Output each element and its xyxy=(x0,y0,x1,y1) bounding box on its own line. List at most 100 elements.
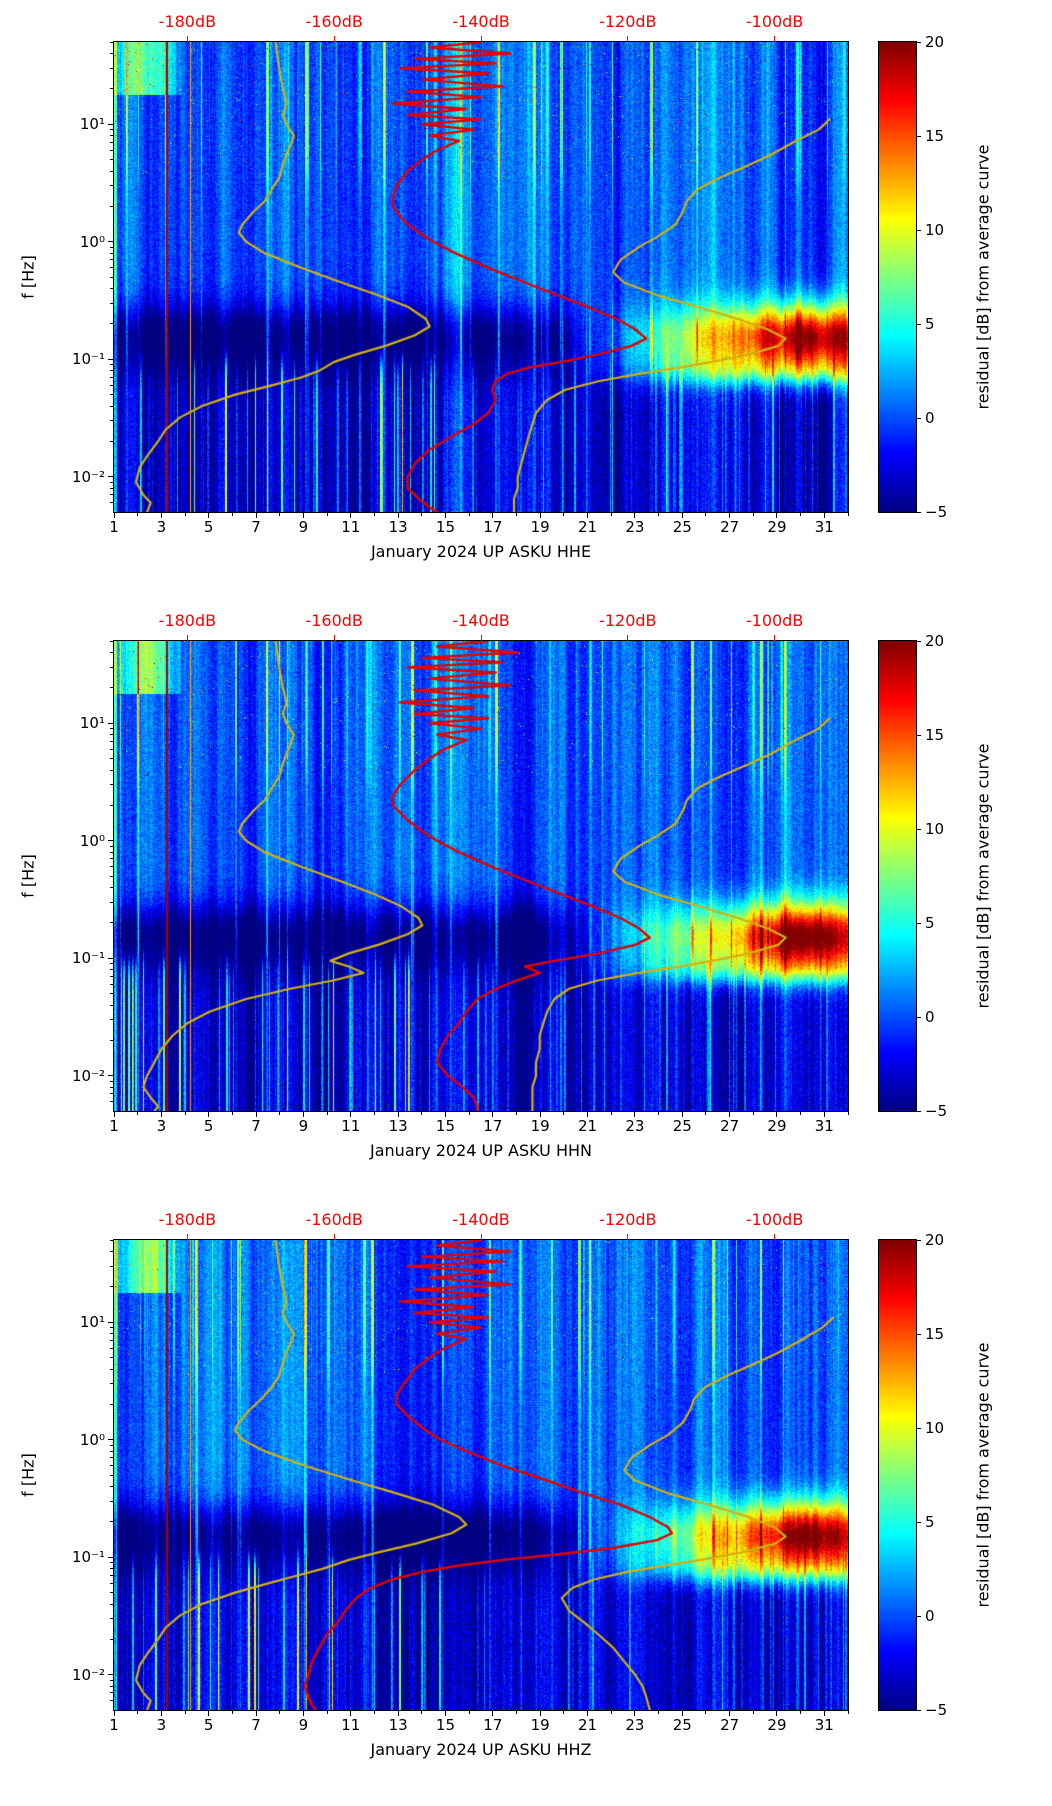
y-minor-tick-mark xyxy=(110,866,114,868)
colorbar-tick-mark xyxy=(916,734,921,736)
y-minor-tick-mark xyxy=(110,259,114,261)
colorbar-tick-label: −5 xyxy=(925,1700,948,1719)
y-minor-tick-mark xyxy=(110,1327,114,1329)
y-minor-tick-mark xyxy=(110,901,114,903)
y-tick-label: 10⁰ xyxy=(79,1430,105,1449)
y-minor-tick-mark xyxy=(110,494,114,496)
x-tick-label: 21 xyxy=(578,1716,598,1734)
y-tick-label: 10⁻¹ xyxy=(71,1548,105,1566)
y-minor-tick-mark xyxy=(110,1592,114,1594)
y-minor-tick-mark xyxy=(110,420,114,422)
x-minor-tick-mark xyxy=(326,512,328,516)
x-tick-label: 15 xyxy=(435,1716,456,1734)
x-tick-mark xyxy=(444,512,446,518)
y-minor-tick-mark xyxy=(110,302,114,304)
colorbar-frame xyxy=(878,41,917,513)
x-tick-mark xyxy=(492,1111,494,1117)
x-minor-tick-mark xyxy=(373,1710,375,1714)
x-tick-label: 31 xyxy=(814,518,834,536)
x-tick-mark xyxy=(492,512,494,518)
colorbar-frame xyxy=(878,1239,917,1711)
y-tick-label: 10⁻¹ xyxy=(71,949,105,967)
x-tick-label: 5 xyxy=(203,1117,214,1135)
x-tick-mark xyxy=(634,1111,636,1117)
top-db-label: -100dB xyxy=(745,1210,804,1229)
x-minor-tick-mark xyxy=(610,1710,612,1714)
x-tick-mark xyxy=(208,1710,210,1716)
y-minor-tick-mark xyxy=(110,969,114,971)
x-tick-mark xyxy=(823,1111,825,1117)
y-minor-tick-mark xyxy=(110,975,114,977)
y-tick-mark xyxy=(108,840,114,842)
colorbar-tick-label: 15 xyxy=(925,1324,945,1343)
y-minor-tick-mark xyxy=(110,1004,114,1006)
x-tick-label: 29 xyxy=(767,1117,787,1135)
top-db-tick-mark xyxy=(186,36,188,42)
y-minor-tick-mark xyxy=(110,1286,114,1288)
top-db-label: -180dB xyxy=(158,611,217,630)
y-minor-tick-mark xyxy=(110,740,114,742)
x-tick-label: 23 xyxy=(625,1716,645,1734)
top-db-tick-mark xyxy=(186,635,188,641)
x-minor-tick-mark xyxy=(184,1111,186,1115)
x-tick-mark xyxy=(302,512,304,518)
colorbar-tick-mark xyxy=(916,135,921,137)
y-minor-tick-mark xyxy=(110,1465,114,1467)
x-tick-mark xyxy=(397,1111,399,1117)
y-minor-tick-mark xyxy=(110,1080,114,1082)
colorbar-tick-label: 5 xyxy=(925,913,935,932)
x-tick-mark xyxy=(444,1111,446,1117)
colorbar-tick-mark xyxy=(916,1521,921,1523)
x-tick-label: 27 xyxy=(720,1716,740,1734)
y-minor-tick-mark xyxy=(110,769,114,771)
spectrogram-panel-hhe: f [Hz] residual [dB] from average curve … xyxy=(0,0,1052,599)
colorbar-tick-label: 20 xyxy=(925,32,945,51)
x-tick-label: 17 xyxy=(483,1716,503,1734)
colorbar-tick-mark xyxy=(916,922,921,924)
y-minor-tick-mark xyxy=(110,440,114,442)
x-tick-mark xyxy=(539,512,541,518)
x-minor-tick-mark xyxy=(658,1710,660,1714)
y-minor-tick-mark xyxy=(110,1474,114,1476)
top-db-label: -100dB xyxy=(745,12,804,31)
y-minor-tick-mark xyxy=(110,370,114,372)
y-minor-tick-mark xyxy=(110,1618,114,1620)
top-db-label: -120dB xyxy=(599,12,657,31)
colorbar-tick-mark xyxy=(916,640,921,642)
x-minor-tick-mark xyxy=(184,512,186,516)
colorbar-tick-label: 10 xyxy=(925,220,945,239)
x-tick-label: 7 xyxy=(251,518,261,536)
x-tick-mark xyxy=(160,512,162,518)
x-tick-mark xyxy=(350,1111,352,1117)
x-tick-label: 27 xyxy=(720,1117,740,1135)
y-minor-tick-mark xyxy=(110,734,114,736)
y-tick-mark xyxy=(108,1075,114,1077)
x-minor-tick-mark xyxy=(800,1710,802,1714)
y-minor-tick-mark xyxy=(110,159,114,161)
x-minor-tick-mark xyxy=(279,512,281,516)
top-db-tick-mark xyxy=(774,1234,776,1240)
x-tick-mark xyxy=(634,512,636,518)
colorbar-label: residual [dB] from average curve xyxy=(973,743,993,1009)
spectrogram-canvas xyxy=(114,641,848,1111)
x-tick-label: 19 xyxy=(530,518,550,536)
colorbar-label: residual [dB] from average curve xyxy=(973,144,993,410)
y-minor-tick-mark xyxy=(110,1239,114,1241)
x-tick-mark xyxy=(208,1111,210,1117)
x-minor-tick-mark xyxy=(800,1111,802,1115)
y-minor-tick-mark xyxy=(110,1333,114,1335)
x-tick-label: 29 xyxy=(767,1716,787,1734)
x-tick-mark xyxy=(160,1111,162,1117)
colorbar-tick-label: 5 xyxy=(925,1512,935,1531)
colorbar-tick-label: 15 xyxy=(925,126,945,145)
y-minor-tick-mark xyxy=(110,1383,114,1385)
top-db-tick-mark xyxy=(186,1234,188,1240)
y-minor-tick-mark xyxy=(110,1403,114,1405)
x-tick-mark xyxy=(208,512,210,518)
top-db-label: -160dB xyxy=(305,12,363,31)
x-minor-tick-mark xyxy=(231,512,233,516)
x-minor-tick-mark xyxy=(231,1710,233,1714)
x-minor-tick-mark xyxy=(373,512,375,516)
x-minor-tick-mark xyxy=(137,512,139,516)
x-tick-label: 9 xyxy=(298,1716,309,1734)
